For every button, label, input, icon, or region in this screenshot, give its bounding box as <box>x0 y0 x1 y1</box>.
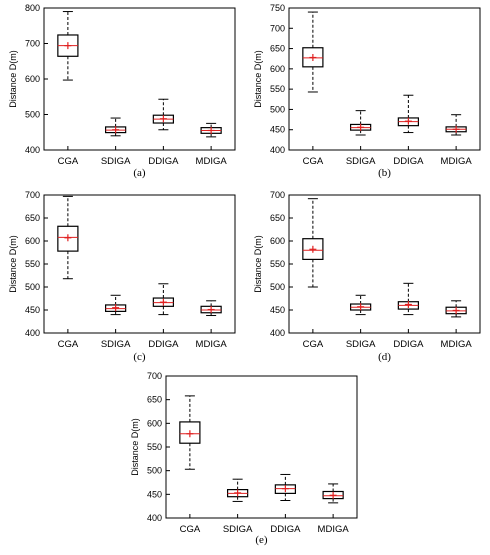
panel-label: (d) <box>378 351 391 363</box>
box-cga <box>302 198 324 288</box>
y-tick-label: 550 <box>270 84 285 94</box>
y-tick-label: 650 <box>147 395 162 405</box>
y-tick-label: 750 <box>270 3 285 13</box>
y-tick-label: 600 <box>270 236 285 246</box>
y-tick-label: 450 <box>147 489 162 499</box>
box-ddiga <box>274 473 297 501</box>
y-tick-label: 500 <box>147 466 162 476</box>
y-tick-label: 700 <box>270 190 285 200</box>
box-mdiga <box>322 483 344 504</box>
y-tick-label: 450 <box>270 305 285 315</box>
box-sdiga <box>349 294 372 316</box>
y-tick-label: 400 <box>25 328 40 338</box>
chart-panel-2: 400 450 500 550 600 650 700 750 Distance D(m) CGA… <box>253 3 481 179</box>
box-mdiga <box>445 114 467 136</box>
category-label: SDIGA <box>101 156 131 167</box>
y-tick-label: 500 <box>25 282 40 292</box>
y-tick-label: 700 <box>147 371 162 381</box>
y-tick-label: 400 <box>270 145 285 155</box>
panel-label: (e) <box>255 534 268 546</box>
category-label: SDIGA <box>101 339 131 350</box>
plot-frame <box>288 7 481 151</box>
y-tick-label: 450 <box>25 305 40 315</box>
y-tick-label: 550 <box>270 259 285 269</box>
y-tick-label: 650 <box>270 213 285 223</box>
box-ddiga <box>152 98 175 131</box>
y-tick-label: 500 <box>270 282 285 292</box>
box-mdiga <box>200 300 222 317</box>
category-label: MDIGA <box>441 339 473 350</box>
y-axis-label: Distance D(m) <box>253 50 263 108</box>
box-sdiga <box>104 294 127 316</box>
chart-panel-5: 400 450 500 550 600 650 700 Distance D(m) CGA SDI… <box>130 371 358 546</box>
category-label: SDIGA <box>223 524 253 535</box>
panel-label: (a) <box>133 167 146 179</box>
box-mdiga <box>200 122 222 138</box>
category-label: DDIGA <box>393 339 424 350</box>
chart-panel-4: 400 450 500 550 600 650 700 Distance D(m) CGA SDI… <box>253 190 481 363</box>
y-tick-label: 650 <box>25 213 40 223</box>
y-tick-label: 800 <box>25 3 40 13</box>
y-tick-label: 400 <box>270 328 285 338</box>
category-label: CGA <box>180 524 201 535</box>
category-label: CGA <box>58 156 79 167</box>
panel-label: (b) <box>378 167 391 179</box>
y-tick-label: 600 <box>270 64 285 74</box>
category-label: CGA <box>58 339 79 350</box>
box-sdiga <box>226 478 249 502</box>
category-label: SDIGA <box>346 156 376 167</box>
box-mdiga <box>445 300 467 318</box>
category-label: DDIGA <box>148 339 179 350</box>
box-cga <box>57 195 79 280</box>
box-sdiga <box>349 110 372 136</box>
box-cga <box>179 395 201 470</box>
box-ddiga <box>152 283 175 316</box>
y-tick-label: 450 <box>270 125 285 135</box>
y-tick-label: 400 <box>147 513 162 523</box>
box-ddiga <box>397 282 420 316</box>
y-axis-label: Distance D(m) <box>253 235 263 293</box>
y-axis-label: Distance D(m) <box>8 50 18 108</box>
panel-label: (c) <box>133 351 146 363</box>
box-ddiga <box>397 94 420 134</box>
y-tick-label: 400 <box>25 145 40 155</box>
y-tick-label: 500 <box>270 104 285 114</box>
category-label: MDIGA <box>318 524 350 535</box>
y-axis-label: Distance D(m) <box>130 418 140 476</box>
category-label: CGA <box>303 156 324 167</box>
y-tick-label: 600 <box>25 236 40 246</box>
y-tick-label: 700 <box>270 23 285 33</box>
category-label: DDIGA <box>393 156 424 167</box>
box-sdiga <box>104 117 127 137</box>
category-label: SDIGA <box>346 339 376 350</box>
category-label: MDIGA <box>441 156 473 167</box>
category-label: DDIGA <box>270 524 301 535</box>
category-label: DDIGA <box>148 156 179 167</box>
chart-panel-3: 400 450 500 550 600 650 700 Distance D(m) CGA SDI… <box>8 190 236 363</box>
y-tick-label: 650 <box>270 44 285 54</box>
category-label: MDIGA <box>196 339 228 350</box>
box-cga <box>57 11 79 81</box>
y-axis-label: Distance D(m) <box>8 235 18 293</box>
y-tick-label: 600 <box>147 418 162 428</box>
chart-panel-1: 400 500 600 700 800 Distance D(m) CGA SDIGA DDIG… <box>8 3 236 179</box>
y-tick-label: 550 <box>147 442 162 452</box>
y-tick-label: 600 <box>25 74 40 84</box>
y-tick-label: 500 <box>25 110 40 120</box>
box-cga <box>302 11 324 93</box>
category-label: MDIGA <box>196 156 228 167</box>
y-tick-label: 700 <box>25 190 40 200</box>
category-label: CGA <box>303 339 324 350</box>
y-tick-label: 550 <box>25 259 40 269</box>
y-tick-label: 700 <box>25 39 40 49</box>
